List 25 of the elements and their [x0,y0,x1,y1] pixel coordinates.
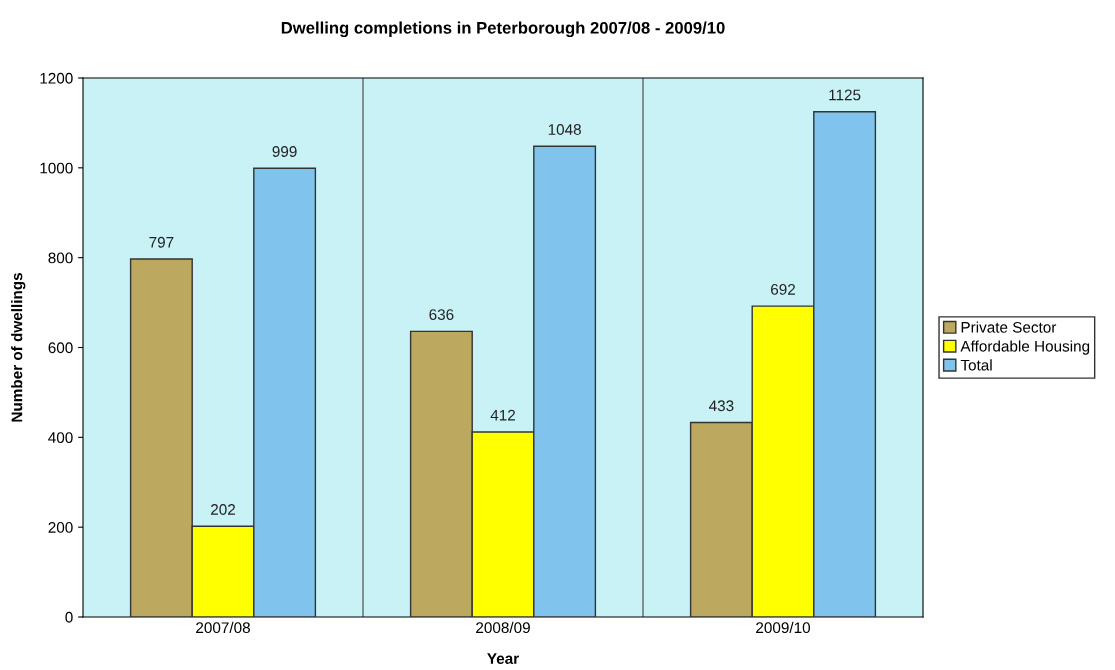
data-label: 1125 [829,89,861,101]
chart-title: Dwelling completions in Peterborough 2007/08 - 2009/10 [281,21,725,38]
data-label: 433 [709,400,734,412]
legend-label: Private Sector [961,321,1057,333]
y-tick-label: 400 [48,432,73,444]
data-label: 636 [429,309,454,320]
y-tick-label: 200 [48,522,73,533]
y-tick-label: 1000 [40,162,73,174]
x-tick-label: 2009/10 [756,621,811,634]
data-label: 999 [272,146,297,157]
data-label: 1048 [548,124,581,135]
x-axis-title: Year [487,653,519,664]
y-tick-label: 600 [48,342,73,354]
y-tick-label: 1200 [40,72,73,84]
legend-label: Total [960,359,992,371]
data-label: 692 [771,284,795,295]
data-label: 797 [149,236,174,248]
x-tick-label: 2008/09 [476,621,530,634]
legend-label: Affordable Housing [960,340,1090,355]
data-label: 412 [490,409,515,421]
y-axis-title: Number of dwellings [11,273,26,422]
x-tick-label: 2007/08 [196,621,250,634]
y-tick-label: 0 [65,611,73,623]
y-tick-label: 800 [48,252,73,264]
data-label: 202 [211,504,235,515]
